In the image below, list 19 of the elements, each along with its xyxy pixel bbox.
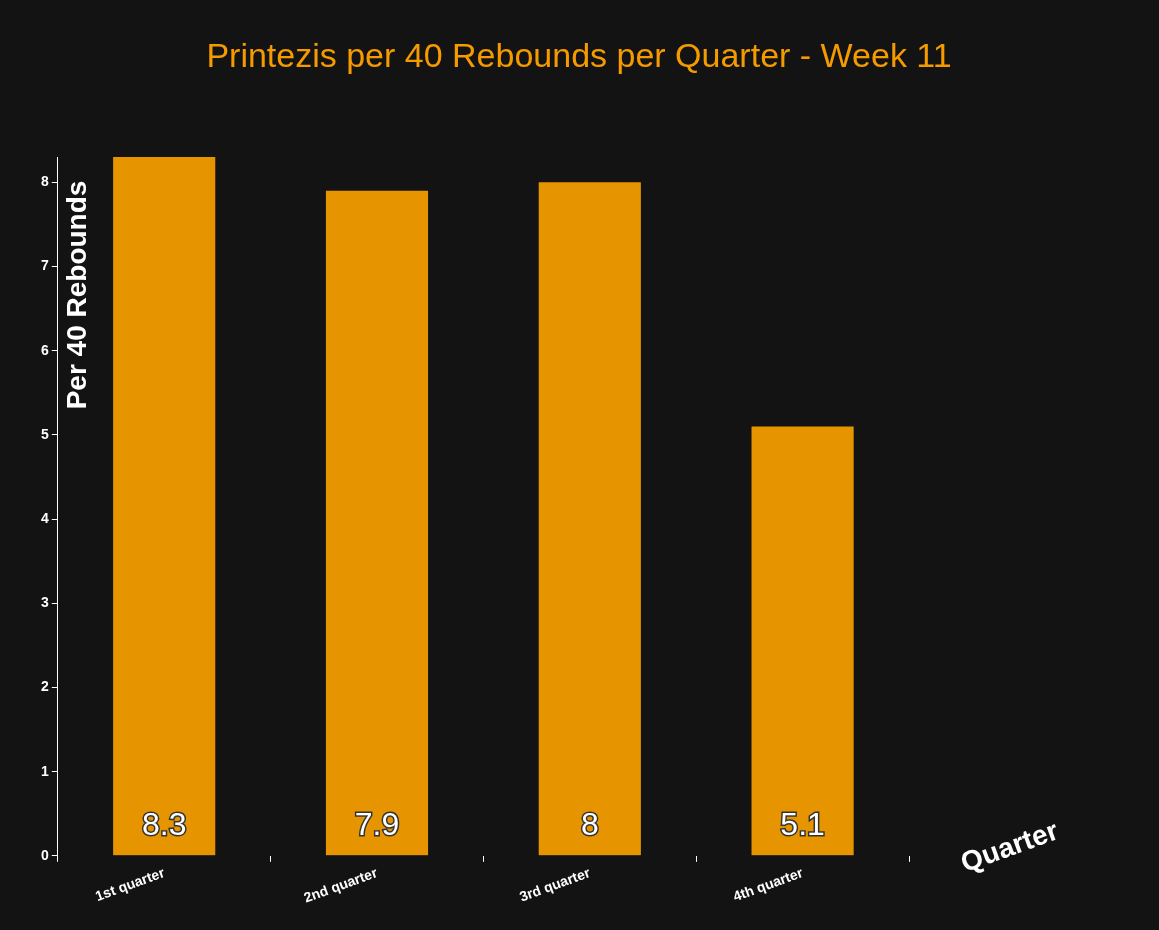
y-tick-label: 3: [40, 594, 49, 611]
y-tick-label: 2: [40, 678, 49, 695]
data-label: 8: [580, 805, 599, 842]
y-tick-label: 4: [40, 509, 49, 526]
y-tick-label: 7: [40, 257, 49, 274]
y-tick-label: 6: [40, 341, 49, 358]
y-tick-label: 8: [40, 173, 49, 190]
chart-title: Printezis per 40 Rebounds per Quarter - Week 11: [206, 36, 952, 75]
bar: [113, 157, 216, 856]
y-axis-title: Per 40 Rebounds: [60, 180, 92, 410]
data-label: 8.3: [141, 805, 187, 842]
y-tick-label: 5: [40, 425, 49, 442]
y-tick-label: 1: [40, 762, 49, 779]
bar: [325, 190, 429, 856]
bar: [751, 426, 854, 856]
y-tick-label: 0: [40, 846, 49, 863]
bar: [538, 182, 641, 856]
data-label: 5.1: [780, 805, 825, 842]
data-label: 7.9: [354, 805, 400, 842]
